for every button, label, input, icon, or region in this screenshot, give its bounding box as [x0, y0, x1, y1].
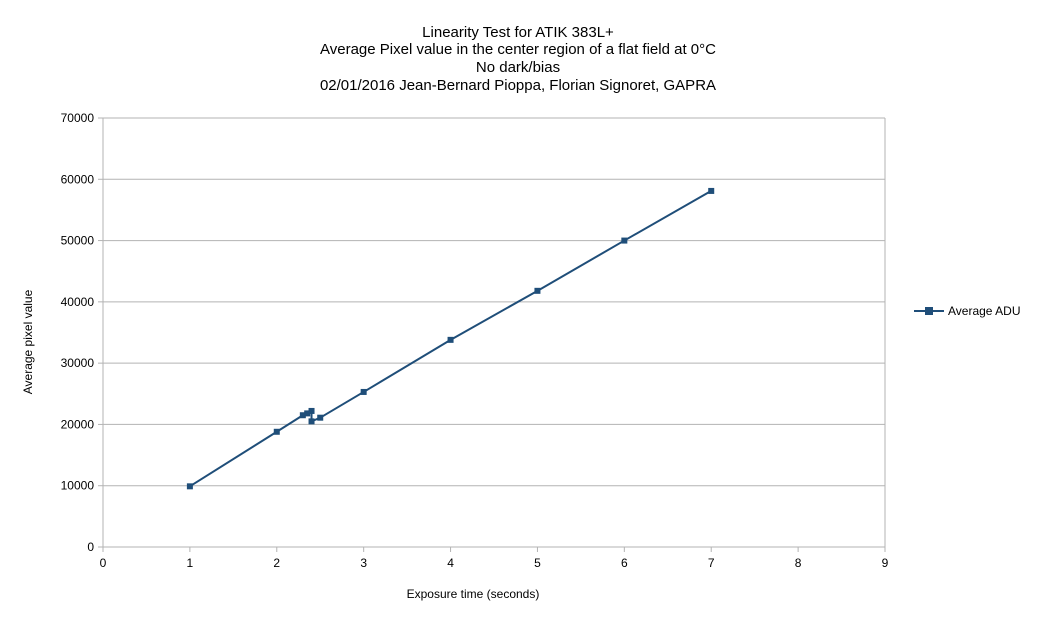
data-point-marker	[447, 336, 454, 343]
gridlines	[103, 117, 885, 487]
tick-labels: 0 10000 20000 30000 40000 50000 60000 70000 0 1 2 3…	[61, 111, 889, 570]
y-tick-label: 30000	[61, 356, 95, 370]
data-point-marker	[708, 187, 715, 194]
y-tick-label: 20000	[61, 417, 95, 431]
data-point-marker	[360, 388, 367, 395]
data-point-marker	[273, 428, 280, 435]
x-axis-title: Exposure time (seconds)	[407, 587, 540, 601]
chart-title-line-3: No dark/bias	[476, 59, 560, 76]
x-tick-label: 3	[360, 556, 367, 570]
y-tick-label: 70000	[61, 111, 95, 125]
y-tick-label: 40000	[61, 295, 95, 309]
legend-label-average-adu: Average ADU	[948, 304, 1021, 318]
x-tick-label: 5	[534, 556, 541, 570]
series-average-adu	[186, 187, 715, 490]
y-tick-label: 0	[87, 540, 94, 554]
chart-title-line-2: Average Pixel value in the center region…	[320, 41, 716, 58]
legend-marker-swatch	[925, 307, 933, 315]
x-tick-label: 6	[621, 556, 628, 570]
legend: Average ADU	[914, 304, 1021, 318]
data-point-marker	[186, 483, 193, 490]
data-point-marker	[621, 237, 628, 244]
data-point-marker	[534, 287, 541, 294]
axes	[98, 117, 886, 552]
data-point-marker	[304, 410, 311, 417]
y-tick-label: 60000	[61, 172, 95, 186]
y-tick-label: 50000	[61, 234, 95, 248]
x-tick-label: 8	[795, 556, 802, 570]
x-tick-label: 0	[100, 556, 107, 570]
chart-title-line-4: 02/01/2016 Jean-Bernard Pioppa, Florian …	[320, 77, 716, 94]
data-point-marker	[317, 414, 324, 421]
data-point-marker	[308, 418, 315, 425]
x-tick-label: 9	[882, 556, 889, 570]
x-tick-label: 4	[447, 556, 454, 570]
series-line	[189, 190, 712, 488]
y-tick-label: 10000	[61, 479, 95, 493]
x-tick-label: 7	[708, 556, 715, 570]
data-point-marker	[308, 407, 315, 414]
data-point-marker	[299, 412, 306, 419]
x-tick-label: 2	[273, 556, 280, 570]
chart-title: Linearity Test for ATIK 383L+ Average Pi…	[320, 24, 716, 94]
x-tick-label: 1	[187, 556, 194, 570]
chart-title-line-1: Linearity Test for ATIK 383L+	[422, 24, 614, 41]
y-axis-title: Average pixel value	[21, 289, 35, 394]
